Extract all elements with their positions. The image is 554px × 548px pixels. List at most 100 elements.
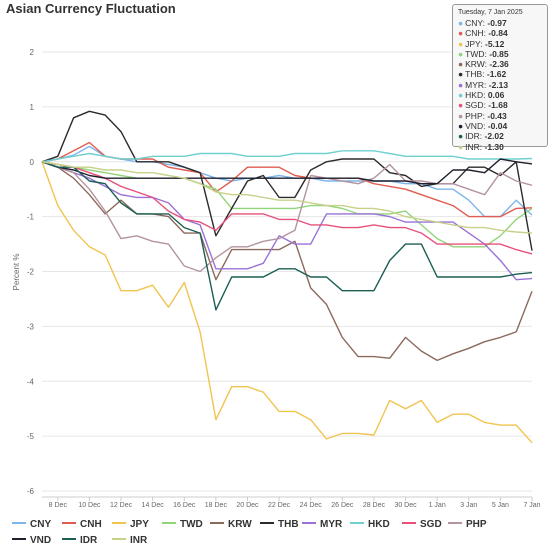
series-marker-icon: ● <box>458 18 464 28</box>
legend-item-idr[interactable]: IDR <box>62 535 97 546</box>
series-marker-icon: ● <box>458 100 464 111</box>
tooltip-row-thb: ● THB: -1.62 <box>458 69 507 80</box>
series-line-vnd[interactable] <box>41 158 533 185</box>
tooltip-series-value: -0.04 <box>487 120 508 131</box>
tooltip-series-name: IDR <box>465 131 480 142</box>
legend-item-cnh[interactable]: CNH <box>62 519 102 530</box>
x-tick-label: 8 Dec <box>49 502 68 509</box>
y-tick-label: -1 <box>27 213 35 222</box>
series-line-php[interactable] <box>41 161 533 273</box>
tooltip-row-jpy: ● JPY: -5.12 <box>458 38 505 49</box>
y-tick-label: -3 <box>27 322 35 331</box>
tooltip-row-cny: ● CNY: -0.97 <box>458 18 507 28</box>
tooltip-series-name: HKD <box>465 90 484 101</box>
tooltip-row-idr: ● IDR: -2.02 <box>458 131 504 142</box>
tooltip-series-name: THB <box>465 69 483 80</box>
legend-item-jpy[interactable]: JPY <box>112 519 149 530</box>
tooltip-series-value: -2.02 <box>484 131 504 142</box>
x-tick-label: 10 Dec <box>78 502 101 509</box>
tooltip-series-name: KRW <box>465 59 485 70</box>
series-marker-icon: ● <box>458 90 464 101</box>
tooltip-series-name: SGD <box>465 100 484 111</box>
x-tick-label: 20 Dec <box>236 502 259 509</box>
tooltip-series-value: -0.84 <box>488 28 508 39</box>
tooltip-series-name: JPY <box>465 38 481 49</box>
legend-item-vnd[interactable]: VND <box>12 535 51 546</box>
series-line-krw[interactable] <box>41 161 533 362</box>
x-tick-label: 28 Dec <box>363 502 386 509</box>
tooltip-row-hkd: ● HKD: 0.06 <box>458 90 505 101</box>
x-tick-label: 7 Jan <box>523 502 540 509</box>
tooltip-row-myr: ● MYR: -2.13 <box>458 79 509 90</box>
legend-item-inr[interactable]: INR <box>112 535 147 546</box>
x-tick-label: 16 Dec <box>173 502 196 509</box>
legend-label: SGD <box>420 519 442 530</box>
legend-label: IDR <box>80 535 98 546</box>
tooltip-row-cnh: ● CNH: -0.84 <box>458 28 508 39</box>
series-marker-icon: ● <box>458 59 464 70</box>
tooltip-row-krw: ● KRW: -2.36 <box>458 59 509 70</box>
tooltip-series-value: -0.85 <box>489 48 509 59</box>
grid-lines <box>42 51 532 492</box>
series-marker-icon: ● <box>458 69 464 80</box>
legend-item-php[interactable]: PHP <box>448 519 487 530</box>
tooltip-row-php: ● PHP: -0.43 <box>458 110 507 121</box>
legend-label: PHP <box>466 519 487 530</box>
legend-item-myr[interactable]: MYR <box>302 519 342 530</box>
tooltip-series-value: -1.68 <box>488 100 508 111</box>
legend-item-hkd[interactable]: HKD <box>350 519 390 530</box>
legend-label: HKD <box>368 519 390 530</box>
legend-line-icon <box>62 538 76 541</box>
series-marker-icon: ● <box>458 79 464 90</box>
series-line-idr[interactable] <box>41 161 533 311</box>
series-line-hkd[interactable] <box>41 150 533 163</box>
legend-label: TWD <box>180 519 203 530</box>
y-tick-label: -5 <box>27 432 35 441</box>
legend-line-icon <box>112 538 126 541</box>
chart-title: Asian Currency Fluctuation <box>6 1 176 16</box>
tooltip-row-sgd: ● SGD: -1.68 <box>458 100 508 111</box>
y-tick-label: 2 <box>30 48 35 57</box>
series-marker-icon: ● <box>458 141 464 152</box>
series-line-jpy[interactable] <box>41 161 533 444</box>
axes: 2 1 0 -1 -2 -3 -4 -5 -6 8 Dec 10 Dec 12 Dec 14 Dec 16… <box>27 48 541 509</box>
legend-item-twd[interactable]: TWD <box>162 519 203 530</box>
x-tick-label: 22 Dec <box>268 502 291 509</box>
x-tick-label: 18 Dec <box>205 502 228 509</box>
tooltip-series-name: CNY <box>465 18 483 28</box>
legend-item-cny[interactable]: CNY <box>12 519 51 530</box>
legend-line-icon <box>162 522 176 525</box>
legend-item-thb[interactable]: THB <box>260 519 299 530</box>
y-tick-label: 0 <box>30 158 35 167</box>
series-line-inr[interactable] <box>41 161 533 234</box>
series-line-twd[interactable] <box>41 161 533 248</box>
x-tick-label: 5 Jan <box>492 502 509 509</box>
tooltip: Tuesday, 7 Jan 2025 ● CNY: -0.97 ● CNH: -0.… <box>452 4 548 152</box>
legend-line-icon <box>302 522 316 525</box>
x-tick-label: 3 Jan <box>460 502 477 509</box>
legend-label: VND <box>30 535 52 546</box>
tooltip-row-twd: ● TWD: -0.85 <box>458 48 509 59</box>
series-line-myr[interactable] <box>41 161 533 281</box>
tooltip-series-value: -2.36 <box>489 59 509 70</box>
x-tick-label: 14 Dec <box>142 502 165 509</box>
legend-line-icon <box>12 522 26 525</box>
legend-item-krw[interactable]: KRW <box>210 519 252 530</box>
x-tick-label: 1 Jan <box>429 502 446 509</box>
legend-label: JPY <box>130 519 149 530</box>
legend-label: INR <box>130 535 148 546</box>
series-lines <box>41 110 533 444</box>
x-tick-label: 30 Dec <box>394 502 417 509</box>
tooltip-series-name: INR <box>465 141 480 152</box>
series-marker-icon: ● <box>458 110 464 121</box>
series-marker-icon: ● <box>458 131 464 142</box>
series-marker-icon: ● <box>458 120 464 131</box>
tooltip-series-value: -0.97 <box>487 18 507 28</box>
legend-line-icon <box>12 538 26 541</box>
tooltip-row-inr: ● INR: -1.30 <box>458 141 504 152</box>
legend-item-sgd[interactable]: SGD <box>402 519 442 530</box>
legend-line-icon <box>350 522 364 525</box>
series-marker-icon: ● <box>458 38 464 49</box>
series-line-sgd[interactable] <box>41 161 533 255</box>
